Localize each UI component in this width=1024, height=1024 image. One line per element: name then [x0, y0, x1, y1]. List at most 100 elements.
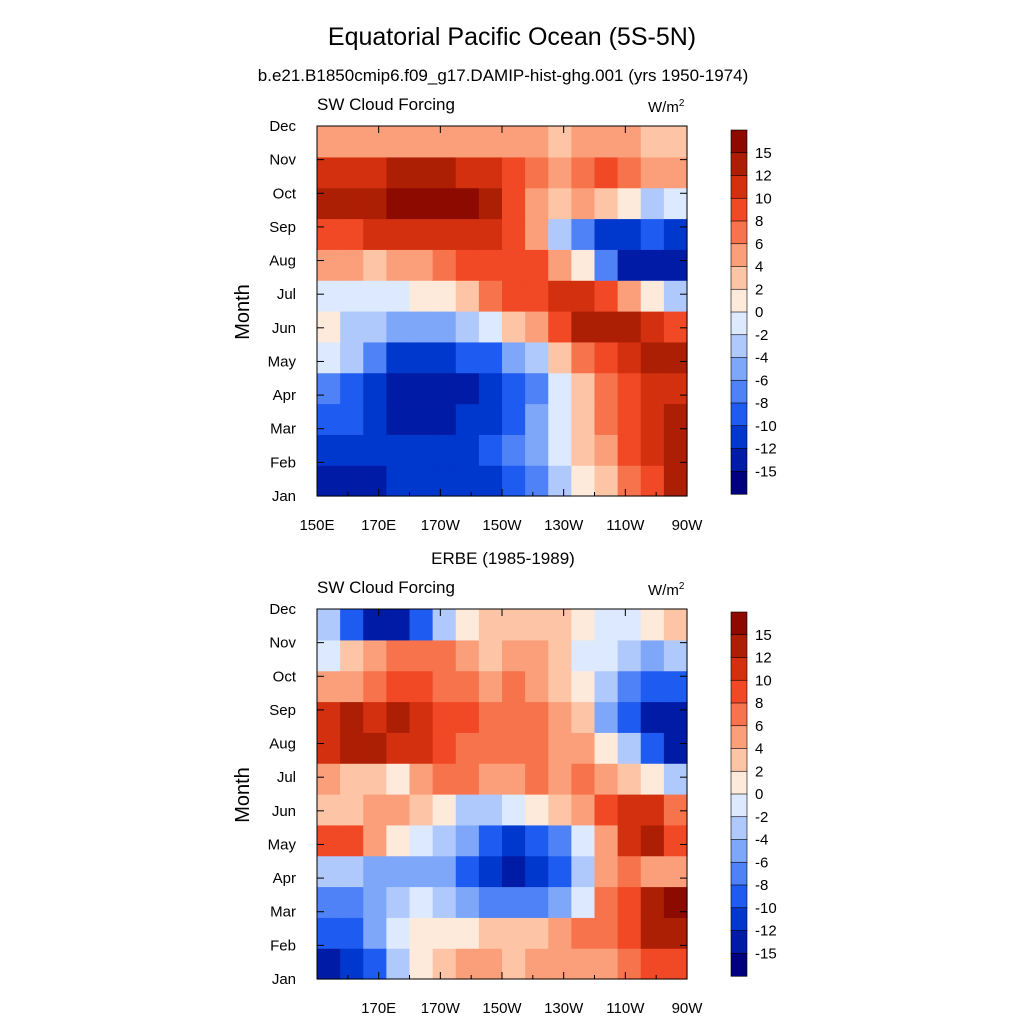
heatmap-cell — [571, 763, 596, 795]
heatmap-cell — [640, 824, 665, 857]
heatmap-cell — [363, 917, 387, 949]
heatmap-cell — [594, 917, 619, 949]
heatmap-cell — [386, 639, 411, 672]
heatmap-cell — [432, 280, 457, 312]
heatmap-cell — [478, 434, 503, 466]
heatmap-cell — [571, 855, 596, 888]
heatmap-cell — [502, 701, 526, 733]
heatmap-cell — [571, 824, 596, 857]
heatmap-cell — [478, 372, 503, 405]
heatmap-cell — [571, 670, 596, 703]
heatmap-cell — [571, 218, 596, 250]
heatmap-cell — [363, 948, 387, 980]
heatmap-cell — [594, 187, 619, 220]
heatmap-cell — [363, 763, 387, 795]
heatmap-cell — [617, 372, 642, 405]
colorbar-label: -15 — [755, 463, 777, 480]
heatmap-cell — [571, 639, 596, 672]
heatmap-cell — [594, 311, 619, 343]
heatmap-cell — [478, 670, 503, 703]
heatmap-cell — [409, 311, 434, 343]
heatmap-cell — [409, 434, 434, 466]
heatmap-cell — [363, 218, 387, 250]
heatmap-cell — [363, 609, 387, 641]
colorbar-label: 6 — [755, 236, 763, 253]
heatmap-cell — [340, 403, 364, 435]
heatmap-cell — [571, 372, 596, 405]
heatmap-cell — [386, 403, 411, 435]
heatmap-cell — [386, 372, 411, 405]
heatmap-cell — [386, 280, 411, 312]
heatmap-cell — [455, 218, 480, 250]
heatmap-cell — [340, 218, 364, 250]
heatmap-cell — [432, 701, 457, 733]
heatmap-cell — [525, 824, 549, 857]
heatmap-cell — [340, 609, 364, 641]
heatmap-cell — [525, 403, 549, 435]
heatmap-cell — [386, 465, 411, 497]
heatmap-cell — [386, 886, 411, 918]
heatmap-cell — [548, 763, 572, 795]
colorbar-label: -4 — [755, 832, 768, 849]
colorbar-box — [730, 930, 748, 954]
colorbar-label: 8 — [755, 695, 763, 712]
heatmap-cell — [432, 218, 457, 250]
x-tick-label: 130W — [544, 517, 584, 534]
heatmap-cell — [317, 639, 341, 672]
y-tick-label: Sep — [269, 219, 296, 236]
colorbar-box — [730, 861, 748, 886]
y-tick-label: Sep — [269, 702, 296, 719]
heatmap-cell — [502, 917, 526, 949]
colorbar-label: 2 — [755, 763, 763, 780]
heatmap-cell — [340, 701, 364, 733]
heatmap-cell — [594, 948, 619, 980]
y-tick-label: Jun — [272, 803, 296, 820]
heatmap-cell — [548, 732, 572, 764]
heatmap-cell — [432, 824, 457, 857]
y-tick-label: Mar — [270, 904, 296, 921]
heatmap-cell — [317, 824, 341, 857]
y-tick-label: Jun — [272, 320, 296, 337]
heatmap-cell — [525, 280, 549, 312]
heatmap-cell — [525, 372, 549, 405]
heatmap-cell — [432, 403, 457, 435]
heatmap-cell — [548, 639, 572, 672]
heatmap-cell — [455, 156, 480, 189]
heatmap-cell — [363, 670, 387, 703]
colorbar-box — [730, 197, 748, 222]
heatmap-cell — [455, 372, 480, 405]
heatmap-cell — [455, 249, 480, 281]
heatmap-cell — [571, 341, 596, 374]
heatmap-cell — [432, 372, 457, 405]
heatmap-cell — [640, 948, 665, 980]
colorbar-label: 4 — [755, 741, 763, 758]
heatmap-cell — [317, 218, 341, 250]
heatmap-cell — [455, 609, 480, 641]
colorbar-label: 15 — [755, 145, 772, 162]
heatmap-cell — [663, 187, 688, 220]
colorbar-label: -15 — [755, 945, 777, 962]
heatmap-cell — [663, 855, 688, 888]
heatmap-cell — [340, 670, 364, 703]
heatmap-cell — [594, 639, 619, 672]
colorbar-box — [730, 952, 748, 977]
colorbar-label: -10 — [755, 418, 777, 435]
heatmap-cell — [571, 126, 596, 158]
panel-erbe-left-label: SW Cloud Forcing — [317, 578, 455, 597]
heatmap-cell — [617, 218, 642, 250]
heatmap-cell — [317, 465, 341, 497]
heatmap-cell — [525, 341, 549, 374]
colorbar-box — [730, 129, 748, 154]
heatmap-cell — [317, 855, 341, 888]
x-tick-label: 170E — [361, 1000, 396, 1017]
x-tick-label: 110W — [606, 517, 645, 534]
heatmap-cell — [432, 434, 457, 466]
colorbar-label: -2 — [755, 327, 768, 344]
heatmap-cell — [502, 948, 526, 980]
panel-model-units: W/m2 — [648, 98, 685, 116]
heatmap-cell — [432, 341, 457, 374]
heatmap-cell — [663, 465, 688, 497]
heatmap-cell — [548, 824, 572, 857]
heatmap-cell — [594, 372, 619, 405]
